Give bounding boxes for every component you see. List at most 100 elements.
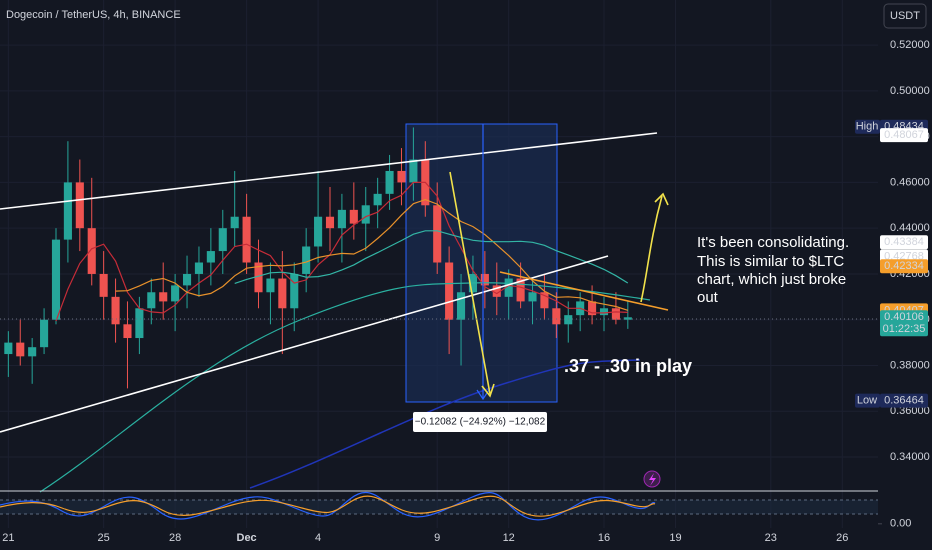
candle-body bbox=[337, 209, 346, 229]
price-tag-label: High bbox=[856, 121, 879, 133]
price-tag-value: 0.36464 bbox=[884, 395, 924, 407]
candle-body bbox=[611, 308, 620, 320]
x-tick-label: 9 bbox=[434, 532, 440, 544]
x-tick-label: 19 bbox=[669, 532, 681, 544]
currency-button[interactable] bbox=[883, 3, 927, 29]
breakout-arrow bbox=[640, 195, 663, 303]
osc-band bbox=[0, 500, 878, 514]
price-tag bbox=[880, 259, 928, 274]
price-tag bbox=[880, 235, 928, 250]
candle-body bbox=[623, 317, 632, 320]
annotation-line: This is similar to $LTC bbox=[697, 253, 844, 270]
candle-body bbox=[51, 239, 61, 320]
price-tag-label-box bbox=[855, 119, 880, 134]
price-tag-value: 0.43384 bbox=[884, 236, 924, 248]
candle-body bbox=[194, 262, 204, 274]
x-tick-label: 26 bbox=[836, 532, 848, 544]
candle-body bbox=[397, 170, 406, 183]
candle-body bbox=[4, 342, 13, 355]
price-tag-label: Low bbox=[857, 395, 877, 407]
y-tick-label: 0.50000 bbox=[890, 85, 930, 97]
candle-body bbox=[99, 273, 108, 297]
candle-body bbox=[218, 228, 227, 252]
price-tag-label-box bbox=[855, 393, 880, 408]
candle-body bbox=[445, 262, 454, 320]
candle-body bbox=[28, 347, 37, 357]
long-ma bbox=[39, 282, 651, 493]
candle-body bbox=[135, 308, 144, 339]
x-tick-label: 23 bbox=[765, 532, 777, 544]
osc-d-line bbox=[0, 495, 656, 517]
x-tick-label: 4 bbox=[315, 532, 321, 544]
candle-body bbox=[171, 285, 180, 302]
candle-body bbox=[492, 285, 501, 297]
candle-body bbox=[302, 246, 311, 274]
y-tick-label: 0.34000 bbox=[890, 451, 930, 463]
price-tag-value: 0.48067 bbox=[884, 129, 924, 141]
price-tag-value: 0.42334 bbox=[884, 260, 924, 272]
candle-body bbox=[516, 278, 525, 302]
x-tick-label: 28 bbox=[169, 532, 181, 544]
candle-body bbox=[206, 251, 215, 263]
x-tick-label: 25 bbox=[98, 532, 110, 544]
drop-arrowhead bbox=[481, 383, 495, 398]
candle-body bbox=[123, 324, 132, 339]
candle-body bbox=[290, 273, 299, 309]
x-tick-label: 16 bbox=[598, 532, 610, 544]
candle-body bbox=[564, 315, 573, 325]
event-icon-bolt bbox=[649, 473, 656, 486]
osc-tick-label: 0.00 bbox=[890, 518, 911, 530]
drop-arrow bbox=[449, 171, 491, 395]
price-tag bbox=[880, 393, 928, 408]
measure-box bbox=[405, 123, 558, 403]
moving-average bbox=[115, 198, 628, 311]
currency-label[interactable]: USDT bbox=[890, 10, 920, 22]
candle-body bbox=[504, 278, 513, 297]
price-tag-value: 0.40106 bbox=[884, 311, 924, 323]
x-tick-label: 21 bbox=[2, 532, 14, 544]
candle-body bbox=[409, 159, 418, 183]
y-tick-label: 0.36000 bbox=[890, 405, 930, 417]
candle-body bbox=[385, 170, 394, 194]
candle-body bbox=[254, 262, 263, 293]
candle-body bbox=[75, 182, 84, 229]
price-countdown: 01:22:35 bbox=[883, 323, 926, 335]
resistance-line bbox=[499, 271, 669, 311]
candle-body bbox=[314, 216, 323, 247]
candle-body bbox=[63, 182, 72, 240]
scale: 0.520000.500000.480000.460000.440000.420… bbox=[855, 39, 930, 463]
candle-body bbox=[528, 292, 537, 302]
candle-body bbox=[111, 296, 120, 325]
upper-trendline bbox=[0, 132, 658, 210]
chart-title: Dogecoin / TetherUS, 4h, BINANCE bbox=[6, 9, 181, 21]
y-tick-label: 0.44000 bbox=[890, 222, 930, 234]
candle-body bbox=[552, 308, 561, 325]
candle-body bbox=[16, 342, 25, 357]
measure-label-box bbox=[413, 412, 547, 432]
annotation-line: chart, which just broke bbox=[697, 271, 846, 288]
breakout-arrowhead bbox=[654, 192, 669, 206]
candle-body bbox=[147, 292, 156, 309]
grid bbox=[0, 0, 878, 528]
candle-body bbox=[159, 292, 168, 302]
candle-body bbox=[540, 292, 549, 309]
annotation-line: out bbox=[697, 289, 719, 306]
candle-body bbox=[349, 209, 358, 224]
candle-body bbox=[278, 278, 287, 309]
plot bbox=[4, 127, 632, 389]
candle-body bbox=[373, 193, 382, 206]
candle-body bbox=[361, 205, 370, 224]
candle-body bbox=[266, 278, 275, 293]
osc-k-line bbox=[0, 491, 656, 521]
x-tick-label: 12 bbox=[503, 532, 515, 544]
y-tick-label: 0.52000 bbox=[890, 39, 930, 51]
candle-body bbox=[230, 216, 239, 229]
moving-average bbox=[55, 181, 628, 322]
y-tick-label: 0.38000 bbox=[890, 359, 930, 371]
annotation-line: It's been consolidating. bbox=[697, 234, 849, 251]
candle-body bbox=[325, 216, 335, 229]
candle-body bbox=[480, 273, 489, 286]
candle-body bbox=[433, 205, 442, 263]
candle-body bbox=[182, 273, 192, 286]
candle-body bbox=[242, 216, 251, 263]
